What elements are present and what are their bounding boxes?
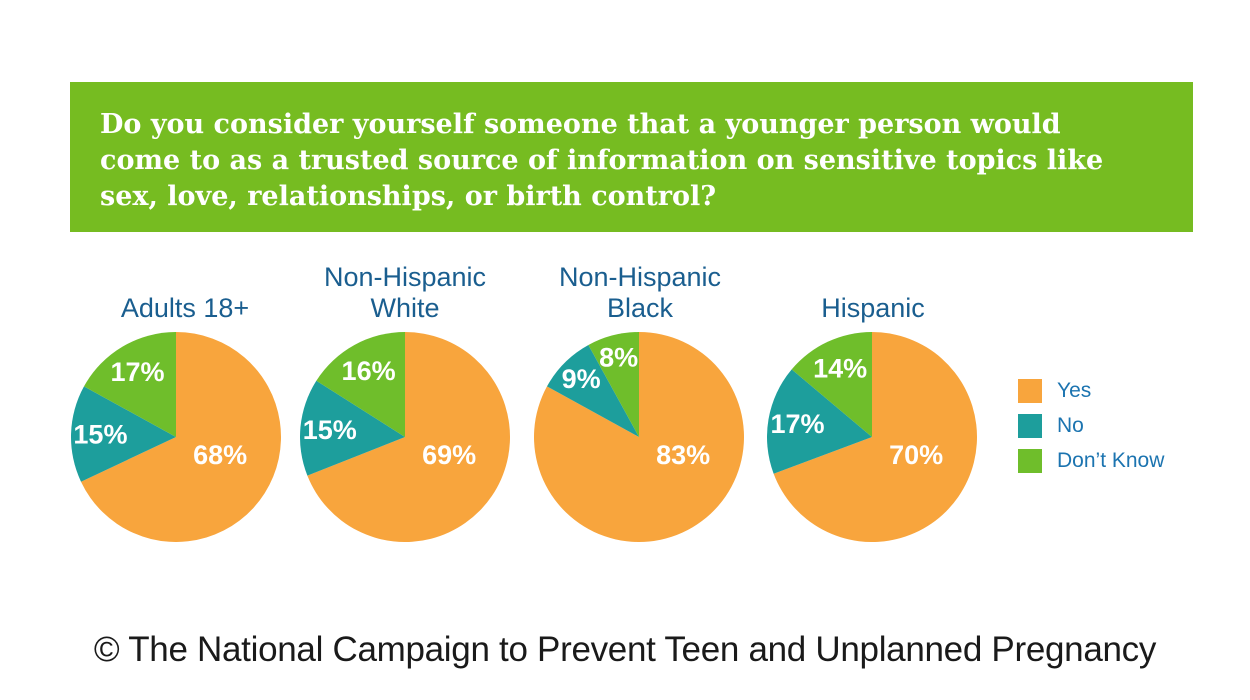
pie-slice-don-t-know xyxy=(83,332,176,437)
pie-slice-value-don-t-know: 16% xyxy=(342,356,396,386)
pie-title-non-hispanic-black: Non-Hispanic Black xyxy=(558,262,722,323)
question-line-3: sex, love, relationships, or birth contr… xyxy=(100,181,717,212)
pie-slice-value-don-t-know: 8% xyxy=(599,343,638,373)
pie-slice-don-t-know xyxy=(316,332,405,437)
pie-slice-value-yes: 83% xyxy=(656,440,710,470)
legend-item-no: No xyxy=(1018,414,1164,438)
pie-svg-non-hispanic-white: 69% 15% 16% xyxy=(300,332,510,542)
pie-title-adults-18: Adults 18+ xyxy=(120,293,250,323)
legend-label-no: No xyxy=(1057,414,1084,437)
legend-swatch-no-icon xyxy=(1018,414,1042,438)
pie-slice-no xyxy=(767,369,872,474)
pie-slice-value-don-t-know: 14% xyxy=(813,353,867,383)
pie-slice-no xyxy=(70,386,176,482)
pie-svg-hispanic: 70% 17% 14% xyxy=(767,332,977,542)
pie-title-hispanic: Hispanic xyxy=(821,293,925,323)
pie-slice-no xyxy=(300,380,405,476)
pie-chart-non-hispanic-white: 69% 15% 16% xyxy=(300,332,510,542)
legend-item-yes: Yes xyxy=(1018,379,1164,403)
pie-slice-value-yes: 70% xyxy=(889,440,943,470)
pie-slice-don-t-know xyxy=(588,332,639,437)
legend-swatch-yes-icon xyxy=(1018,379,1042,403)
pie-svg-adults-18: 68% 15% 17% xyxy=(70,332,281,542)
pie-title-non-hispanic-white: Non-Hispanic White xyxy=(323,262,487,323)
legend-item-dont-know: Don’t Know xyxy=(1018,449,1164,473)
pie-slice-value-no: 15% xyxy=(73,420,127,450)
question-line-2: come to as a trusted source of informati… xyxy=(100,145,1104,176)
pie-chart-non-hispanic-black: 83% 9% 8% xyxy=(534,332,744,542)
pie-slice-value-don-t-know: 17% xyxy=(110,357,164,387)
pie-slice-no xyxy=(546,344,639,437)
pie-slice-value-yes: 68% xyxy=(193,440,247,470)
pie-slice-yes xyxy=(80,332,281,542)
legend-label-yes: Yes xyxy=(1057,379,1092,402)
pie-slice-yes xyxy=(307,332,510,542)
pie-svg-non-hispanic-black: 83% 9%8% xyxy=(534,332,744,542)
legend-label-dont-know: Don’t Know xyxy=(1057,449,1165,472)
pie-chart-adults-18: 68% 15% 17% xyxy=(70,332,281,542)
pie-chart-hispanic: 70% 17% 14% xyxy=(767,332,977,542)
question-banner: Do you consider yourself someone that a … xyxy=(70,82,1193,232)
pie-slice-don-t-know xyxy=(791,332,872,437)
pie-slice-value-no: 17% xyxy=(770,409,824,439)
pie-slice-value-yes: 69% xyxy=(422,440,476,470)
pie-slice-value-no: 9% xyxy=(562,364,601,394)
legend: Yes No Don’t Know xyxy=(1018,379,1164,484)
pie-slice-yes xyxy=(773,332,977,542)
copyright-footer: © The National Campaign to Prevent Teen … xyxy=(93,630,1157,669)
legend-swatch-dont-know-icon xyxy=(1018,449,1042,473)
question-line-1: Do you consider yourself someone that a … xyxy=(100,109,1061,140)
pie-slice-value-no: 15% xyxy=(303,415,357,445)
